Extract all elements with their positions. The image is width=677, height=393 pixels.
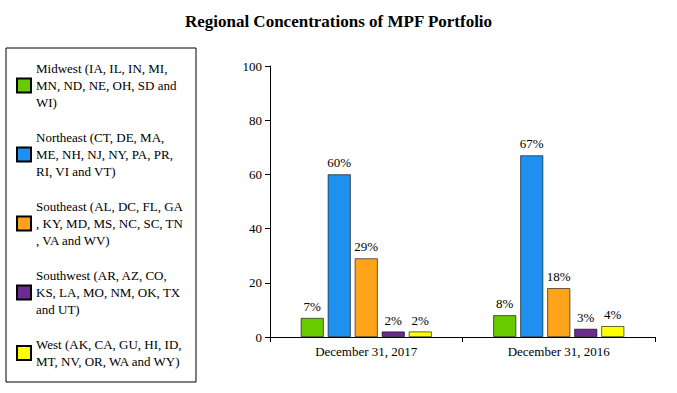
svg-text:ME, NH, NJ, NY, PA, PR,: ME, NH, NJ, NY, PA, PR, [36,147,176,162]
svg-text:80: 80 [249,113,262,128]
svg-text:Southeast (AL, DC, FL, GA: Southeast (AL, DC, FL, GA [36,199,184,214]
svg-text:4%: 4% [604,307,622,322]
svg-text:67%: 67% [520,136,544,151]
svg-text:40: 40 [249,221,262,236]
svg-text:Midwest (IA, IL, IN, MI,: Midwest (IA, IL, IN, MI, [36,61,171,76]
svg-text:18%: 18% [547,269,571,284]
svg-text:2%: 2% [385,313,403,328]
svg-text:0: 0 [256,330,263,345]
svg-text:RI, VI and VT): RI, VI and VT) [36,164,116,179]
svg-text:KS, LA, MO, NM, OK, TX: KS, LA, MO, NM, OK, TX [36,285,183,300]
svg-text:December 31, 2016: December 31, 2016 [508,344,611,359]
svg-text:December 31, 2017: December 31, 2017 [315,344,418,359]
svg-text:8%: 8% [496,296,514,311]
svg-text:29%: 29% [354,239,378,254]
svg-text:WI): WI) [36,95,57,110]
svg-text:and UT): and UT) [36,302,80,317]
svg-text:West (AK, CA, GU, HI, ID,: West (AK, CA, GU, HI, ID, [36,337,185,352]
svg-text:, KY, MD, MS, NC, SC, TN: , KY, MD, MS, NC, SC, TN [36,216,184,231]
svg-text:MN, ND, NE, OH, SD and: MN, ND, NE, OH, SD and [36,78,180,93]
svg-text:, VA and WV): , VA and WV) [36,233,110,248]
svg-text:100: 100 [243,59,263,74]
svg-text:2%: 2% [412,313,430,328]
svg-text:60%: 60% [327,155,351,170]
svg-text:3%: 3% [577,310,595,325]
svg-text:MT, NV, OR, WA and WY): MT, NV, OR, WA and WY) [36,354,179,369]
svg-text:Northeast (CT, DE, MA,: Northeast (CT, DE, MA, [36,130,168,145]
svg-text:Southwest (AR, AZ, CO,: Southwest (AR, AZ, CO, [36,268,170,283]
svg-text:Regional Concentrations of MPF: Regional Concentrations of MPF Portfolio [185,12,492,31]
svg-text:7%: 7% [304,299,322,314]
svg-text:60: 60 [249,167,262,182]
svg-text:20: 20 [249,275,262,290]
